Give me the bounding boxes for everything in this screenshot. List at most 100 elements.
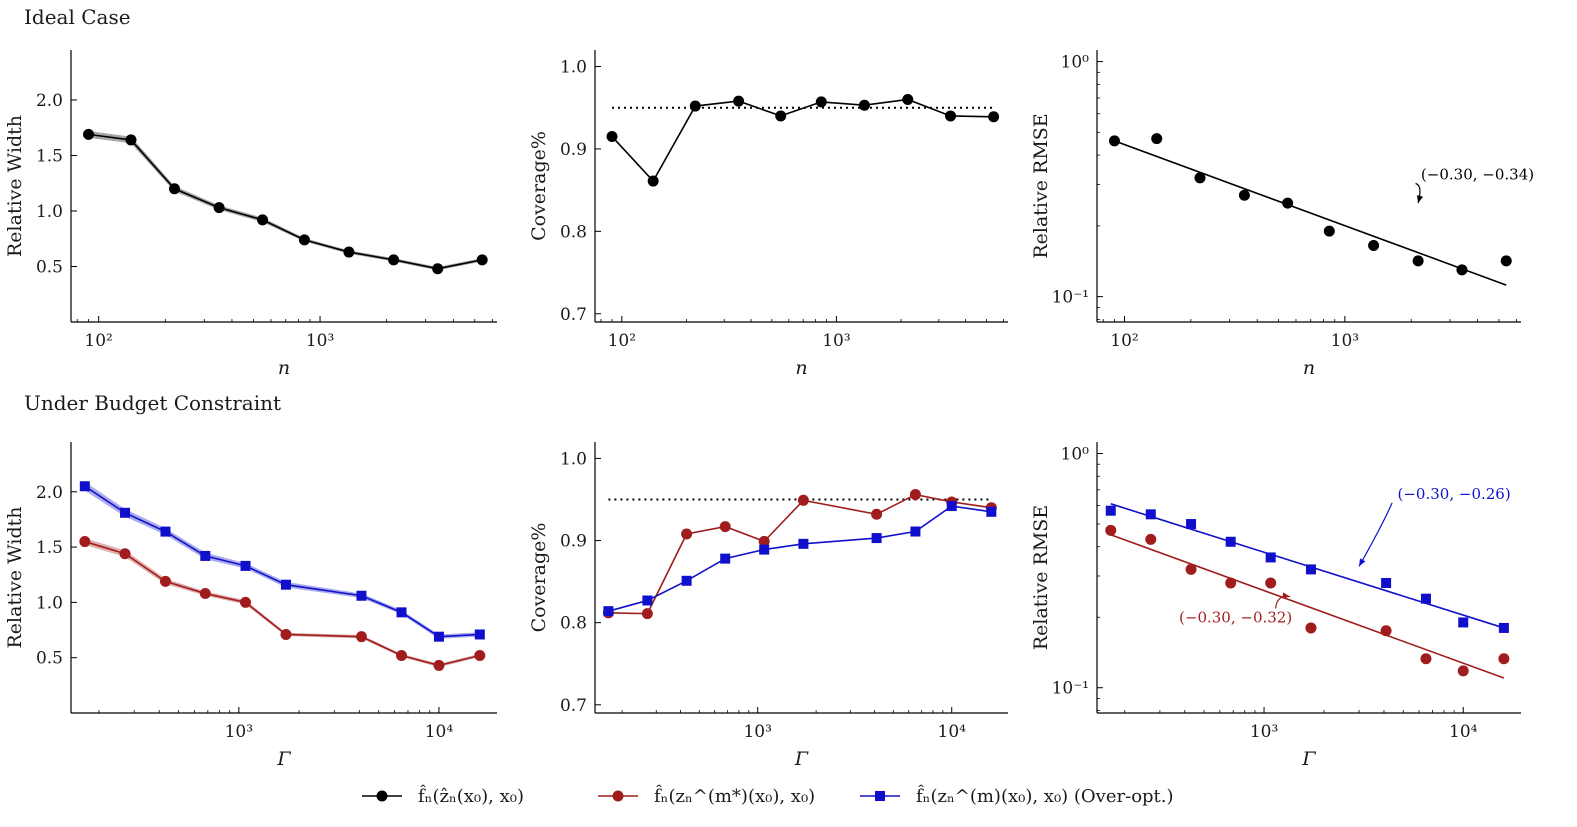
data-point: [1456, 264, 1468, 276]
x-tick-label: 10³: [225, 722, 253, 742]
data-point: [1323, 225, 1335, 237]
legend: f̂ₙ(ẑₙ(x₀), x₀) f̂ₙ(zₙ^(m*)(x₀), x₀) f̂ₙ…: [362, 784, 1174, 807]
data-point: [642, 595, 653, 606]
data-point: [280, 579, 291, 590]
y-axis-label: Relative Width: [4, 507, 26, 649]
data-point: [79, 481, 90, 492]
data-point: [909, 489, 921, 501]
data-point: [1368, 240, 1380, 252]
data-point: [681, 528, 693, 540]
series-line: [611, 98, 994, 183]
data-point: [1305, 622, 1317, 634]
x-tick-label: 10³: [743, 722, 771, 742]
x-tick-label: 10²: [84, 331, 112, 351]
data-point: [433, 631, 444, 642]
data-point: [168, 183, 180, 195]
panel-top-width: 10² 10³ 0.5 1.0 1.5 2.0 n Relative Width: [4, 50, 497, 379]
data-point: [257, 214, 269, 226]
x-tick-label: 10³: [1331, 331, 1359, 351]
data-point: [1498, 622, 1509, 633]
y-tick-label: 1.5: [36, 146, 63, 166]
y-tick-label: 1.0: [36, 593, 63, 613]
data-point: [1420, 653, 1432, 665]
fit-annotation: (−0.30, −0.26): [1398, 485, 1511, 503]
data-point: [910, 526, 921, 537]
data-point: [1108, 135, 1120, 147]
data-point: [159, 575, 171, 587]
section-title-budget: Under Budget Constraint: [24, 391, 281, 415]
data-point: [1458, 617, 1469, 628]
data-point: [160, 526, 171, 537]
y-tick-label: 0.7: [560, 305, 587, 325]
data-point: [1185, 563, 1197, 575]
annotation-arrow: [1358, 502, 1393, 567]
data-point: [240, 560, 251, 571]
data-point: [433, 659, 445, 671]
data-point: [871, 533, 882, 544]
y-axis-label: Coverage%: [528, 131, 550, 241]
y-tick-label: 0.8: [560, 614, 587, 634]
y-tick-label: 1.0: [560, 449, 587, 469]
y-tick-label: 0.7: [560, 696, 587, 716]
data-point: [641, 608, 653, 620]
panel-bottom-width: 10³ 10⁴ 0.5 1.0 1.5 2.0 Γ Relative Width: [4, 442, 497, 770]
data-point: [1225, 577, 1237, 589]
y-tick-label: 0.9: [560, 140, 587, 160]
data-point: [1381, 578, 1392, 589]
legend-marker-blue: [875, 791, 885, 801]
data-point: [798, 538, 809, 549]
data-point: [1265, 577, 1277, 589]
annotation-arrowhead: [1359, 558, 1366, 567]
data-point: [1194, 172, 1206, 184]
y-axis-label: Relative RMSE: [1030, 505, 1052, 650]
y-tick-label: 0.9: [560, 532, 587, 552]
data-point: [902, 93, 914, 105]
x-tick-label: 10³: [306, 331, 334, 351]
x-tick-label: 10⁴: [1449, 722, 1478, 742]
x-tick-label: 10²: [608, 331, 636, 351]
fit-line: [1114, 140, 1507, 286]
x-tick-label: 10³: [822, 331, 850, 351]
data-point: [79, 536, 91, 548]
data-point: [298, 234, 310, 246]
panel-bottom-rmse: 10³ 10⁴ 10⁻¹ 10⁰ Γ Relative RMSE (−0.30, −0.26…: [1030, 442, 1521, 770]
data-point: [1105, 505, 1116, 516]
data-point: [988, 111, 1000, 123]
data-point: [396, 607, 407, 618]
data-point: [1145, 533, 1157, 545]
data-point: [720, 553, 731, 564]
y-tick-label: 1.0: [560, 57, 587, 77]
confidence-band: [84, 481, 480, 639]
y-tick-label: 2.0: [36, 91, 63, 111]
data-point: [1282, 197, 1294, 209]
legend-item-red: f̂ₙ(zₙ^(m*)(x₀), x₀): [598, 784, 815, 807]
legend-item-black: f̂ₙ(ẑₙ(x₀), x₀): [362, 784, 524, 807]
data-point: [733, 95, 745, 107]
series-line: [84, 540, 480, 667]
data-point: [200, 550, 211, 561]
data-point: [355, 631, 367, 643]
x-tick-label: 10³: [1250, 722, 1278, 742]
y-tick-label: 0.5: [36, 257, 63, 277]
data-point: [125, 134, 137, 146]
data-point: [758, 535, 770, 547]
series-line: [84, 485, 480, 638]
y-tick-label: 2.0: [36, 483, 63, 503]
x-tick-label: 10⁴: [938, 722, 967, 742]
fit-annotation: (−0.30, −0.34): [1421, 165, 1534, 183]
data-point: [945, 110, 957, 122]
legend-label-red: f̂ₙ(zₙ^(m*)(x₀), x₀): [654, 784, 815, 807]
series-line: [608, 493, 992, 615]
confidence-band: [88, 131, 483, 271]
data-point: [343, 246, 355, 258]
y-axis-label: Relative RMSE: [1030, 113, 1052, 258]
y-tick-label: 10⁻¹: [1052, 288, 1089, 308]
data-point: [1498, 653, 1510, 665]
data-point: [280, 628, 292, 640]
panel-bottom-coverage: 10³ 10⁴ 0.7 0.8 0.9 1.0 Γ Coverage%: [528, 442, 1008, 770]
legend-marker-red: [612, 790, 624, 802]
panel-top-rmse: 10² 10³ 10⁻¹ 10⁰ n Relative RMSE (−0.30, −0.34…: [1030, 50, 1534, 379]
x-axis-label: Γ: [1301, 748, 1316, 770]
annotation-arrowhead: [1416, 195, 1424, 204]
